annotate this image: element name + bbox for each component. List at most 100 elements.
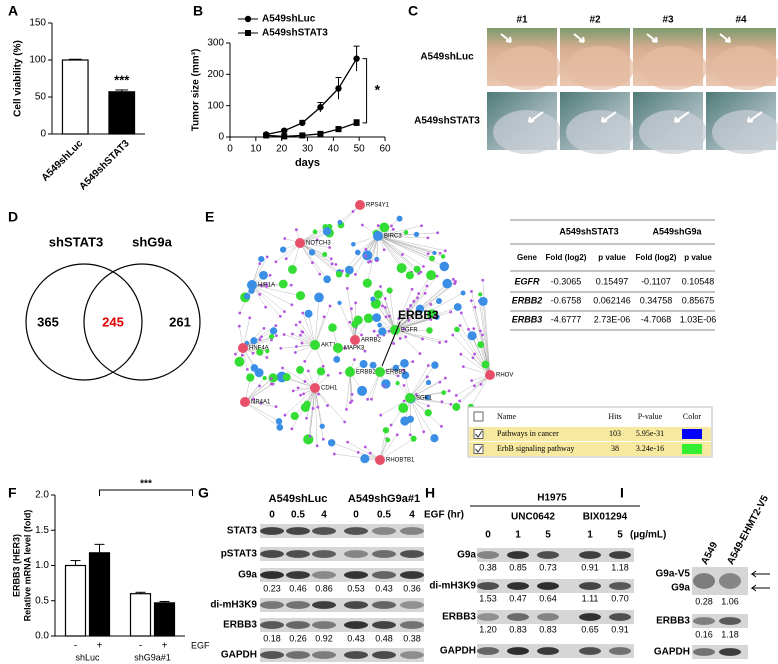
node (317, 392, 320, 396)
lane-label: 0 (269, 510, 275, 521)
node (417, 272, 421, 275)
node (440, 400, 444, 404)
y-tick-label: 50 (35, 92, 47, 103)
node (248, 316, 252, 320)
group-label: UNC0642 (511, 512, 555, 523)
node (360, 333, 363, 337)
arrow (674, 111, 690, 123)
node (438, 380, 442, 384)
pathway-cell: 103 (609, 429, 621, 438)
node (300, 402, 310, 412)
series-label: - (74, 641, 77, 652)
arrow (750, 570, 770, 578)
node (274, 324, 278, 328)
node (354, 272, 357, 276)
table-cell: -0.6758 (551, 295, 582, 305)
venn-circle (25, 263, 143, 381)
node (328, 246, 332, 249)
node (234, 356, 245, 367)
node (376, 224, 380, 227)
treatment-label: EGF (191, 640, 210, 650)
quant-label: 0.26 (289, 633, 307, 643)
node (470, 289, 473, 293)
node (459, 311, 463, 315)
blot-band (344, 601, 368, 609)
gene-label: NR4A1 (251, 400, 271, 406)
bar (64, 564, 87, 637)
edge (460, 354, 491, 376)
node (315, 238, 319, 242)
marker (317, 130, 324, 137)
node (305, 416, 308, 420)
edge (251, 284, 292, 305)
hub-node (405, 393, 415, 403)
quant-label: 1.11 (582, 593, 599, 603)
blot-band (579, 582, 601, 590)
bar (88, 552, 111, 637)
node (234, 352, 237, 356)
blot-band (260, 527, 284, 535)
node (416, 296, 419, 300)
gene-label: ERBB2 (356, 370, 376, 376)
node (481, 278, 485, 282)
node (295, 291, 306, 301)
node (382, 248, 386, 252)
gene-label: RHOV (496, 373, 513, 379)
node (477, 341, 485, 349)
edge (306, 387, 316, 419)
y-tick-label: 0 (218, 132, 224, 143)
quant-label: 0.43 (347, 633, 365, 643)
node (402, 383, 406, 387)
marker (299, 132, 306, 139)
node (265, 285, 268, 288)
table-cell: 0.34758 (640, 295, 673, 305)
edge (347, 441, 381, 461)
edge (379, 430, 387, 461)
node (259, 270, 268, 280)
column-label: #2 (589, 15, 601, 26)
edge (275, 242, 301, 262)
node (481, 333, 484, 337)
node (424, 409, 432, 417)
node (363, 313, 374, 323)
edge (409, 397, 435, 439)
bar (61, 59, 89, 135)
edge (284, 387, 316, 416)
node (438, 251, 442, 255)
blot-band (579, 613, 601, 621)
panel-label: C (408, 3, 418, 19)
blot-band (693, 617, 715, 625)
edge (244, 401, 280, 428)
lane-label: 0 (485, 530, 491, 541)
quant-label: 0.73 (539, 562, 557, 572)
blot-band (477, 582, 499, 590)
blot-band (400, 571, 424, 579)
edge (394, 313, 432, 331)
quant-label: 0.38 (403, 633, 421, 643)
venn-circle (83, 263, 201, 381)
edge (299, 242, 320, 275)
node (400, 416, 410, 426)
node (243, 293, 251, 300)
marker (335, 126, 342, 133)
node (413, 231, 420, 238)
blot-band (372, 601, 396, 609)
node (335, 271, 343, 278)
node (326, 404, 329, 407)
quant-label: 0.36 (403, 583, 421, 593)
node (265, 356, 269, 359)
node (381, 304, 384, 308)
blot-band (372, 550, 396, 558)
edge (394, 329, 421, 354)
node (426, 404, 430, 408)
quant-label: 0.38 (479, 562, 497, 572)
gene-label: CDH1 (321, 386, 338, 392)
node (479, 382, 483, 386)
blot-band (312, 601, 336, 609)
quant-label: 1.06 (721, 596, 739, 606)
quant-label: 0.53 (347, 583, 365, 593)
pathway-color (682, 444, 702, 454)
node (275, 418, 283, 425)
edge (339, 302, 356, 341)
node (423, 291, 427, 295)
